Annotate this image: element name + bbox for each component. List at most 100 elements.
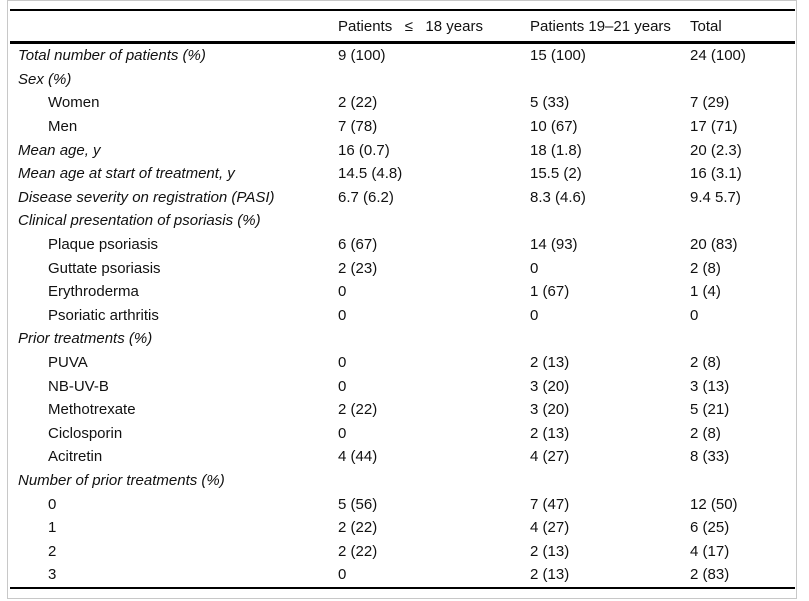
table-row: 1 2 (22) 4 (27) 6 (25) bbox=[10, 516, 795, 540]
row-label: Psoriatic arthritis bbox=[48, 306, 159, 324]
cell-patients-le-18-years: 2 (22) bbox=[338, 519, 378, 537]
cell-patients-19-21-years: 14 (93) bbox=[530, 236, 578, 254]
table-row: Women 2 (22) 5 (33) 7 (29) bbox=[10, 91, 795, 115]
cell-patients-19-21-years: 18 (1.8) bbox=[530, 141, 582, 159]
cell-patients-le-18-years: 0 bbox=[338, 377, 347, 395]
cell-patients-19-21-years: 0 bbox=[530, 259, 539, 277]
cell-total: 16 (3.1) bbox=[690, 165, 742, 183]
cell-total: 6 (25) bbox=[690, 519, 730, 537]
table-row: Sex (%) bbox=[10, 68, 795, 92]
cell-patients-le-18-years: 0 bbox=[338, 306, 347, 324]
row-label: Prior treatments (%) bbox=[18, 330, 153, 348]
cell-total: 0 bbox=[690, 306, 699, 324]
cell-patients-19-21-years: 15.5 (2) bbox=[530, 165, 582, 183]
cell-patients-19-21-years: 3 (20) bbox=[530, 401, 570, 419]
cell-total: 9.4 5.7) bbox=[690, 188, 741, 206]
table-row: Acitretin 4 (44) 4 (27) 8 (33) bbox=[10, 445, 795, 469]
cell-patients-19-21-years: 5 (33) bbox=[530, 94, 570, 112]
table-row: 2 2 (22) 2 (13) 4 (17) bbox=[10, 539, 795, 563]
cell-patients-19-21-years: 0 bbox=[530, 306, 539, 324]
row-label: PUVA bbox=[48, 354, 88, 372]
cell-patients-19-21-years: 10 (67) bbox=[530, 118, 578, 136]
row-label: 3 bbox=[48, 566, 57, 584]
cell-total: 2 (8) bbox=[690, 259, 721, 277]
cell-total: 8 (33) bbox=[690, 448, 730, 466]
table-row: PUVA 0 2 (13) 2 (8) bbox=[10, 351, 795, 375]
row-label: Sex (%) bbox=[18, 70, 72, 88]
cell-patients-19-21-years: 7 (47) bbox=[530, 495, 570, 513]
cell-total: 3 (13) bbox=[690, 377, 730, 395]
cell-patients-le-18-years: 5 (56) bbox=[338, 495, 378, 513]
table-row: Guttate psoriasis 2 (23) 0 2 (8) bbox=[10, 256, 795, 280]
row-label: 2 bbox=[48, 542, 57, 560]
row-label: Mean age, y bbox=[18, 141, 101, 159]
patient-characteristics-table: Patients ≤ 18 years Patients 19–21 years… bbox=[10, 9, 795, 589]
cell-total: 17 (71) bbox=[690, 118, 738, 136]
row-label: Ciclosporin bbox=[48, 424, 123, 442]
table-header: Patients ≤ 18 years Patients 19–21 years… bbox=[10, 9, 795, 44]
table-row: Erythroderma 0 1 (67) 1 (4) bbox=[10, 280, 795, 304]
table-row: Number of prior treatments (%) bbox=[10, 469, 795, 493]
cell-total: 4 (17) bbox=[690, 542, 730, 560]
table-row: Mean age at start of treatment, y 14.5 (… bbox=[10, 162, 795, 186]
cell-patients-le-18-years: 7 (78) bbox=[338, 118, 378, 136]
table-row: Methotrexate 2 (22) 3 (20) 5 (21) bbox=[10, 398, 795, 422]
cell-patients-le-18-years: 0 bbox=[338, 424, 347, 442]
cell-patients-le-18-years: 14.5 (4.8) bbox=[338, 165, 403, 183]
cell-total: 5 (21) bbox=[690, 401, 730, 419]
cell-total: 20 (83) bbox=[690, 236, 738, 254]
header-total: Total bbox=[690, 17, 722, 35]
cell-patients-19-21-years: 3 (20) bbox=[530, 377, 570, 395]
table-body: Total number of patients (%) 9 (100) 15 … bbox=[10, 44, 795, 589]
cell-patients-le-18-years: 0 bbox=[338, 283, 347, 301]
cell-patients-le-18-years: 2 (22) bbox=[338, 401, 378, 419]
cell-patients-19-21-years: 4 (27) bbox=[530, 448, 570, 466]
cell-total: 7 (29) bbox=[690, 94, 730, 112]
cell-total: 20 (2.3) bbox=[690, 141, 742, 159]
row-label: 0 bbox=[48, 495, 57, 513]
header-patients-19-21-years: Patients 19–21 years bbox=[530, 17, 671, 35]
table-row: Disease severity on registration (PASI) … bbox=[10, 186, 795, 210]
header-patients-le-18-years: Patients ≤ 18 years bbox=[338, 17, 483, 35]
cell-patients-le-18-years: 0 bbox=[338, 566, 347, 584]
page-frame bbox=[7, 0, 797, 599]
cell-total: 2 (8) bbox=[690, 354, 721, 372]
row-label: Men bbox=[48, 118, 78, 136]
row-label: Acitretin bbox=[48, 448, 103, 466]
cell-patients-19-21-years: 2 (13) bbox=[530, 424, 570, 442]
row-label: Mean age at start of treatment, y bbox=[18, 165, 235, 183]
table-row: Clinical presentation of psoriasis (%) bbox=[10, 209, 795, 233]
row-label: Clinical presentation of psoriasis (%) bbox=[18, 212, 261, 230]
row-label: Erythroderma bbox=[48, 283, 139, 301]
row-label: Women bbox=[48, 94, 100, 112]
row-label: Guttate psoriasis bbox=[48, 259, 161, 277]
row-label: 1 bbox=[48, 519, 57, 537]
table-row: Plaque psoriasis 6 (67) 14 (93) 20 (83) bbox=[10, 233, 795, 257]
table-row: 3 0 2 (13) 2 (83) bbox=[10, 563, 795, 587]
cell-patients-19-21-years: 2 (13) bbox=[530, 542, 570, 560]
table-row: NB-UV-B 0 3 (20) 3 (13) bbox=[10, 374, 795, 398]
row-label: Plaque psoriasis bbox=[48, 236, 159, 254]
cell-patients-le-18-years: 2 (23) bbox=[338, 259, 378, 277]
cell-total: 24 (100) bbox=[690, 47, 746, 65]
cell-patients-le-18-years: 16 (0.7) bbox=[338, 141, 390, 159]
cell-patients-le-18-years: 6.7 (6.2) bbox=[338, 188, 394, 206]
cell-patients-19-21-years: 2 (13) bbox=[530, 354, 570, 372]
cell-patients-19-21-years: 1 (67) bbox=[530, 283, 570, 301]
table-row: Total number of patients (%) 9 (100) 15 … bbox=[10, 44, 795, 68]
table-row: Mean age, y 16 (0.7) 18 (1.8) 20 (2.3) bbox=[10, 138, 795, 162]
row-label: Total number of patients (%) bbox=[18, 47, 206, 65]
table-row: Ciclosporin 0 2 (13) 2 (8) bbox=[10, 422, 795, 446]
cell-patients-le-18-years: 0 bbox=[338, 354, 347, 372]
cell-patients-le-18-years: 9 (100) bbox=[338, 47, 386, 65]
cell-patients-19-21-years: 15 (100) bbox=[530, 47, 586, 65]
cell-patients-19-21-years: 4 (27) bbox=[530, 519, 570, 537]
cell-patients-19-21-years: 2 (13) bbox=[530, 566, 570, 584]
table-row: 0 5 (56) 7 (47) 12 (50) bbox=[10, 492, 795, 516]
cell-patients-19-21-years: 8.3 (4.6) bbox=[530, 188, 586, 206]
cell-patients-le-18-years: 2 (22) bbox=[338, 94, 378, 112]
row-label: NB-UV-B bbox=[48, 377, 109, 395]
table-row: Prior treatments (%) bbox=[10, 327, 795, 351]
cell-total: 2 (8) bbox=[690, 424, 721, 442]
cell-patients-le-18-years: 6 (67) bbox=[338, 236, 378, 254]
